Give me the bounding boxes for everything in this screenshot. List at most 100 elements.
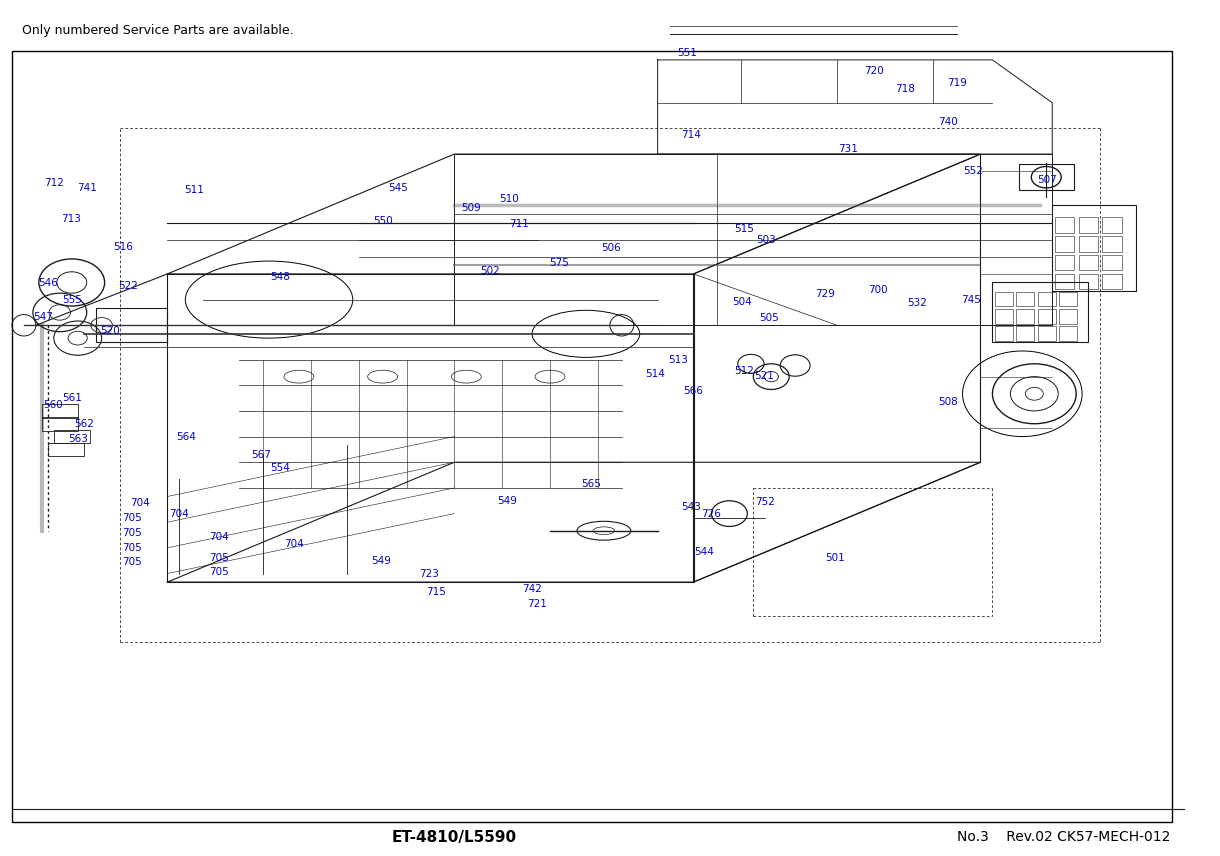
Text: 554: 554 <box>270 463 289 473</box>
Bar <box>994 292 1013 306</box>
Text: 515: 515 <box>733 223 754 234</box>
Bar <box>1054 236 1074 252</box>
Text: 548: 548 <box>270 272 289 282</box>
Text: 510: 510 <box>499 194 520 205</box>
Text: 547: 547 <box>33 312 52 322</box>
Text: Only numbered Service Parts are available.: Only numbered Service Parts are availabl… <box>22 24 293 37</box>
Text: 567: 567 <box>251 449 271 460</box>
Text: 704: 704 <box>131 498 150 508</box>
Text: ET-4810/L5590: ET-4810/L5590 <box>392 829 517 845</box>
Bar <box>1038 309 1055 324</box>
Text: 502: 502 <box>481 266 500 276</box>
Text: 552: 552 <box>964 166 983 176</box>
Bar <box>1016 292 1035 306</box>
Bar <box>1054 274 1074 289</box>
Bar <box>1019 164 1074 190</box>
Text: No.3    Rev.02 CK57-MECH-012: No.3 Rev.02 CK57-MECH-012 <box>956 830 1170 844</box>
Text: 561: 561 <box>62 393 82 403</box>
Text: 711: 711 <box>509 219 529 229</box>
Text: 712: 712 <box>44 178 63 188</box>
Text: 509: 509 <box>461 203 481 213</box>
Text: 555: 555 <box>62 295 82 306</box>
Text: 729: 729 <box>815 288 834 299</box>
Text: 551: 551 <box>677 48 698 58</box>
Bar <box>1052 205 1136 291</box>
Text: 511: 511 <box>184 185 204 195</box>
Text: 520: 520 <box>100 326 120 336</box>
Text: 507: 507 <box>1037 175 1058 185</box>
Bar <box>41 404 78 418</box>
Text: 705: 705 <box>122 557 142 568</box>
Text: 563: 563 <box>68 434 88 444</box>
Text: 705: 705 <box>122 528 142 538</box>
Bar <box>1103 274 1121 289</box>
Text: 505: 505 <box>759 313 778 324</box>
Text: 545: 545 <box>388 183 409 193</box>
Text: 752: 752 <box>755 497 775 508</box>
Text: 704: 704 <box>170 508 189 519</box>
Bar <box>1103 255 1121 270</box>
Bar <box>1078 217 1098 233</box>
Text: 741: 741 <box>77 183 98 193</box>
Bar <box>12 51 1172 822</box>
Bar <box>994 326 1013 341</box>
Bar <box>1054 255 1074 270</box>
Bar <box>95 308 167 342</box>
Text: 508: 508 <box>938 397 958 407</box>
Bar <box>1038 292 1055 306</box>
Text: 720: 720 <box>864 66 884 76</box>
Text: 700: 700 <box>867 285 887 295</box>
Text: 705: 705 <box>122 513 142 523</box>
Text: 731: 731 <box>838 144 858 154</box>
Text: 522: 522 <box>118 281 138 291</box>
Text: 549: 549 <box>497 496 517 506</box>
Bar <box>1103 236 1121 252</box>
Text: 726: 726 <box>702 509 721 520</box>
Bar <box>1059 309 1077 324</box>
Bar <box>1078 274 1098 289</box>
Text: 719: 719 <box>947 78 966 88</box>
Bar <box>41 417 78 431</box>
Text: 723: 723 <box>420 568 439 579</box>
Text: 550: 550 <box>373 216 393 226</box>
Bar <box>994 309 1013 324</box>
Text: 566: 566 <box>683 386 704 396</box>
Bar <box>1059 326 1077 341</box>
Bar <box>1059 292 1077 306</box>
Bar <box>1054 217 1074 233</box>
Text: 501: 501 <box>825 553 844 563</box>
Text: 718: 718 <box>895 84 915 94</box>
Text: 714: 714 <box>681 130 702 140</box>
Bar <box>1078 236 1098 252</box>
Bar <box>48 443 84 456</box>
Text: 514: 514 <box>645 369 665 379</box>
Text: 705: 705 <box>209 553 228 563</box>
Text: 704: 704 <box>284 539 304 550</box>
Text: 560: 560 <box>43 400 62 410</box>
Text: 705: 705 <box>122 543 142 553</box>
Text: 543: 543 <box>681 502 702 512</box>
Text: 532: 532 <box>908 298 927 308</box>
Text: 565: 565 <box>581 479 600 489</box>
Bar <box>992 282 1088 342</box>
Text: 512: 512 <box>733 366 754 376</box>
Text: 521: 521 <box>754 371 773 381</box>
Text: 503: 503 <box>756 235 776 245</box>
Text: 504: 504 <box>733 297 753 307</box>
Text: 740: 740 <box>938 116 958 127</box>
Text: 715: 715 <box>427 587 447 597</box>
Text: 506: 506 <box>601 243 621 253</box>
Text: 745: 745 <box>961 295 981 306</box>
Bar <box>1016 309 1035 324</box>
Text: 516: 516 <box>113 242 133 253</box>
Text: 544: 544 <box>694 547 714 557</box>
Text: 546: 546 <box>38 278 57 288</box>
Bar <box>1038 326 1055 341</box>
Text: 713: 713 <box>61 214 81 224</box>
Bar <box>1103 217 1121 233</box>
Bar <box>54 430 90 443</box>
Text: 721: 721 <box>527 599 547 609</box>
Bar <box>1016 326 1035 341</box>
Text: 705: 705 <box>209 567 228 577</box>
Text: 549: 549 <box>372 556 392 566</box>
